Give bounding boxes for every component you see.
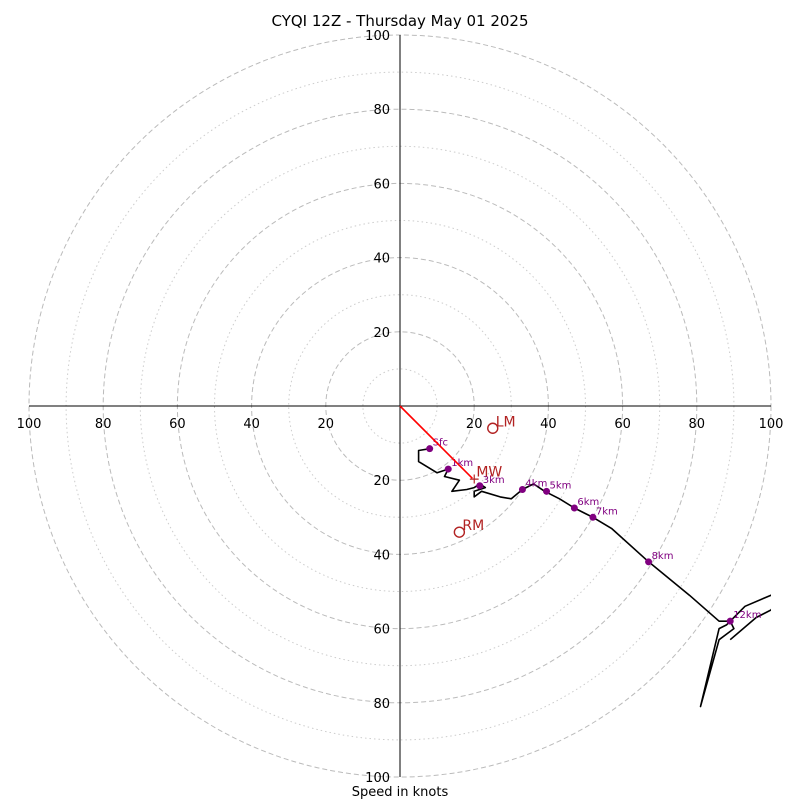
storm-motion: LM +MW RM	[399, 405, 516, 538]
height-marker-point	[726, 617, 734, 625]
y-tick-label: 100	[365, 29, 390, 44]
height-marker-label: 1km	[451, 458, 473, 469]
x-axis-label: Speed in knots	[352, 785, 449, 800]
x-tick-label: 60	[169, 417, 186, 432]
height-marker-label: 7km	[596, 506, 618, 517]
mw-label: MW	[476, 464, 502, 480]
x-tick-label: 100	[17, 417, 42, 432]
x-tick-label: 20	[466, 417, 483, 432]
x-tick-label: 20	[318, 417, 335, 432]
rm-label: RM	[462, 518, 484, 534]
wind-profile	[417, 447, 771, 708]
x-tick-label: 60	[614, 417, 631, 432]
lm-label: LM	[496, 414, 516, 430]
height-marker-label: 12km	[733, 610, 761, 621]
height-marker-point	[476, 482, 484, 490]
x-tick-label: 40	[540, 417, 557, 432]
x-tick-label: 80	[689, 417, 706, 432]
y-tick-label: 40	[373, 252, 390, 267]
y-tick-label: 80	[373, 697, 390, 712]
height-marker-label: 4km	[525, 478, 547, 489]
rm-marker	[453, 526, 466, 538]
lm-marker	[487, 422, 499, 434]
height-marker-point	[444, 465, 452, 473]
profile-line	[417, 447, 771, 708]
height-marker-label: Sfc	[433, 438, 448, 449]
tick-labels: 100 80 60 40 20 20 40 60 80 100 20 40 60 80 100 20 40 60 8…	[17, 29, 784, 786]
height-marker-point	[645, 558, 653, 566]
chart-title: CYQI 12Z - Thursday May 01 2025	[271, 12, 528, 30]
x-tick-label: 40	[243, 417, 260, 432]
height-marker-label: 6km	[577, 497, 599, 508]
x-tick-label: 100	[759, 417, 784, 432]
x-tick-label: 80	[95, 417, 112, 432]
mw-marker: +	[468, 471, 480, 487]
height-marker-point	[570, 504, 578, 512]
height-marker-point	[518, 485, 526, 493]
height-marker-point	[426, 445, 434, 453]
shear-vector	[399, 405, 473, 479]
y-tick-label: 60	[373, 623, 390, 638]
y-tick-label: 20	[373, 474, 390, 489]
height-marker-point	[543, 487, 551, 495]
height-marker-point	[589, 513, 597, 521]
y-tick-label: 40	[373, 548, 390, 563]
height-marker-label: 3km	[483, 475, 505, 486]
y-tick-label: 80	[373, 103, 390, 118]
height-marker-label: 8km	[652, 551, 674, 562]
y-tick-label: 20	[373, 326, 390, 341]
y-tick-label: 60	[373, 177, 390, 192]
height-marker-label: 5km	[550, 480, 572, 491]
y-tick-label: 100	[365, 771, 390, 786]
